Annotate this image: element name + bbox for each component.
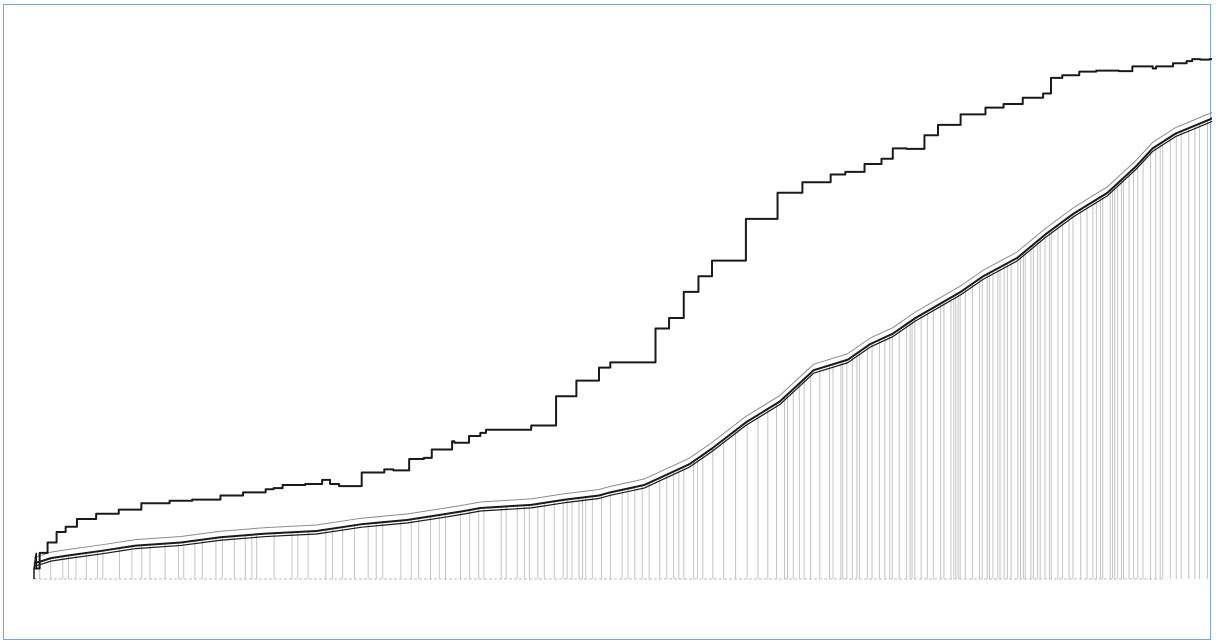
- series-lines: [33, 58, 1212, 579]
- series-line-lower: [33, 117, 1212, 565]
- series-line-thin: [33, 111, 1212, 558]
- series-line-lower-shadow: [33, 120, 1212, 567]
- series-start-edge: [33, 552, 38, 579]
- chart-frame: [3, 4, 1212, 640]
- series-line-upper: [34, 58, 1212, 570]
- line-chart: [33, 58, 1212, 580]
- drop-lines: [39, 120, 1209, 579]
